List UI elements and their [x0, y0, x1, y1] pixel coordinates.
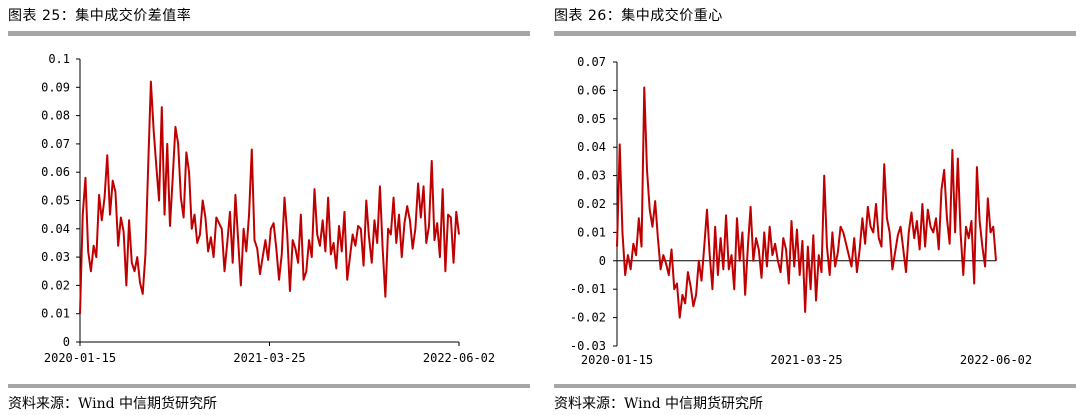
y-tick-label: 0.01: [577, 225, 606, 239]
y-tick-label: 0.09: [41, 80, 70, 94]
top-rule: [554, 31, 1076, 36]
source-note: 资料来源：Wind 中信期货研究所: [8, 396, 218, 412]
y-tick-label: 0: [63, 335, 70, 349]
y-tick-label: 0.03: [577, 169, 606, 183]
x-tick-label: 2020-01-15: [44, 351, 116, 365]
y-tick-label: 0.07: [577, 55, 606, 69]
x-tick-label: 2021-03-25: [233, 351, 305, 365]
y-tick-label: 0.06: [41, 165, 70, 179]
chart-panel-left: 图表 25：集中成交价差值率 0 0.01 0.02 0.03 0.04 0.05 0.06…: [8, 8, 530, 412]
bottom-rule: [554, 384, 1076, 388]
x-tick-label: 2021-03-25: [770, 353, 842, 367]
y-tick-label: 0.08: [41, 109, 70, 123]
source-note: 资料来源：Wind 中信期货研究所: [554, 396, 764, 412]
series-line: [79, 80, 460, 314]
y-tick-label: 0.04: [577, 140, 606, 154]
y-tick-label: -0.02: [570, 311, 606, 325]
y-tick-label: 0.04: [41, 222, 70, 236]
y-tick-label: 0.01: [41, 307, 70, 321]
chart-title: 图表 25：集中成交价差值率: [8, 8, 192, 24]
bottom-rule: [8, 384, 530, 388]
y-tick-label: 0.05: [41, 194, 70, 208]
line-chart-price-center: -0.03 -0.02 -0.01 0 0.01 0.02 0.03 0.04 0.05 0.06…: [570, 55, 1032, 367]
chart-panel-right: 图表 26：集中成交价重心 -0.03 -0.02 -0.01 0 0.01 0.02 0.…: [554, 0, 1080, 415]
x-tick-label: 2022-06-02: [960, 353, 1032, 367]
y-tick-label: 0: [599, 254, 606, 268]
y-tick-label: 0.07: [41, 137, 70, 151]
y-tick-label: -0.01: [570, 282, 606, 296]
series-line: [616, 86, 997, 319]
x-tick-label: 2020-01-15: [581, 353, 653, 367]
y-tick-label: 0.05: [577, 112, 606, 126]
y-tick-label: 0.02: [577, 197, 606, 211]
x-tick-label: 2022-06-02: [423, 351, 495, 365]
y-tick-label: 0.02: [41, 278, 70, 292]
y-tick-label: 0.06: [577, 83, 606, 97]
top-rule: [8, 31, 530, 36]
y-tick-label: 0.03: [41, 250, 70, 264]
line-chart-spread-rate: 0 0.01 0.02 0.03 0.04 0.05 0.06 0.07 0.08 0.09 0.1…: [41, 52, 495, 365]
chart-title: 图表 26：集中成交价重心: [554, 8, 723, 24]
y-tick-label: 0.1: [48, 52, 70, 66]
y-tick-label: -0.03: [570, 339, 606, 353]
